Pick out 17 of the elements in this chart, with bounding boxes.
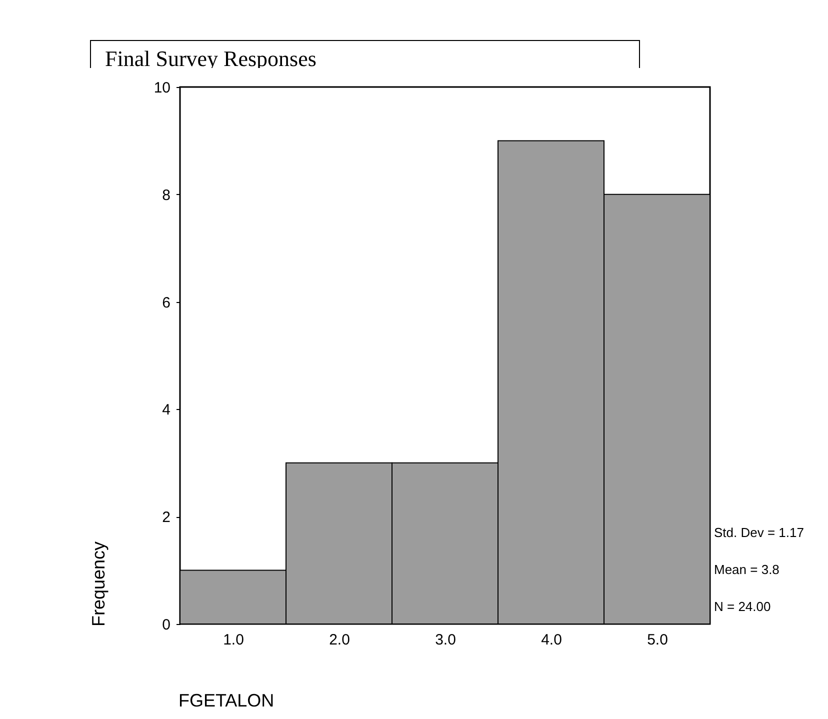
y-tick-label: 4: [162, 402, 170, 419]
y-tick-label: 10: [154, 80, 170, 96]
y-tick-label: 8: [162, 186, 170, 204]
chart-title: Final Survey Responses: [90, 40, 640, 76]
y-axis-title: Frequency: [88, 541, 108, 626]
text: Mean = 3.8: [714, 562, 780, 577]
y-tick-label: 0: [162, 616, 170, 634]
x-tick-label: 3.0: [435, 632, 456, 648]
x-tick-label: 1.0: [223, 632, 244, 648]
text: N = 24.00: [714, 599, 771, 614]
y-tick-label: 6: [162, 294, 170, 312]
x-tick-label: 5.0: [647, 632, 668, 648]
x-axis-title: FGETALON: [178, 690, 274, 710]
text: Std. Dev = 1.17: [714, 525, 804, 540]
x-tick-label: 2.0: [329, 632, 350, 648]
x-tick-label: 4.0: [541, 632, 562, 648]
y-tick-label: 2: [162, 509, 170, 526]
